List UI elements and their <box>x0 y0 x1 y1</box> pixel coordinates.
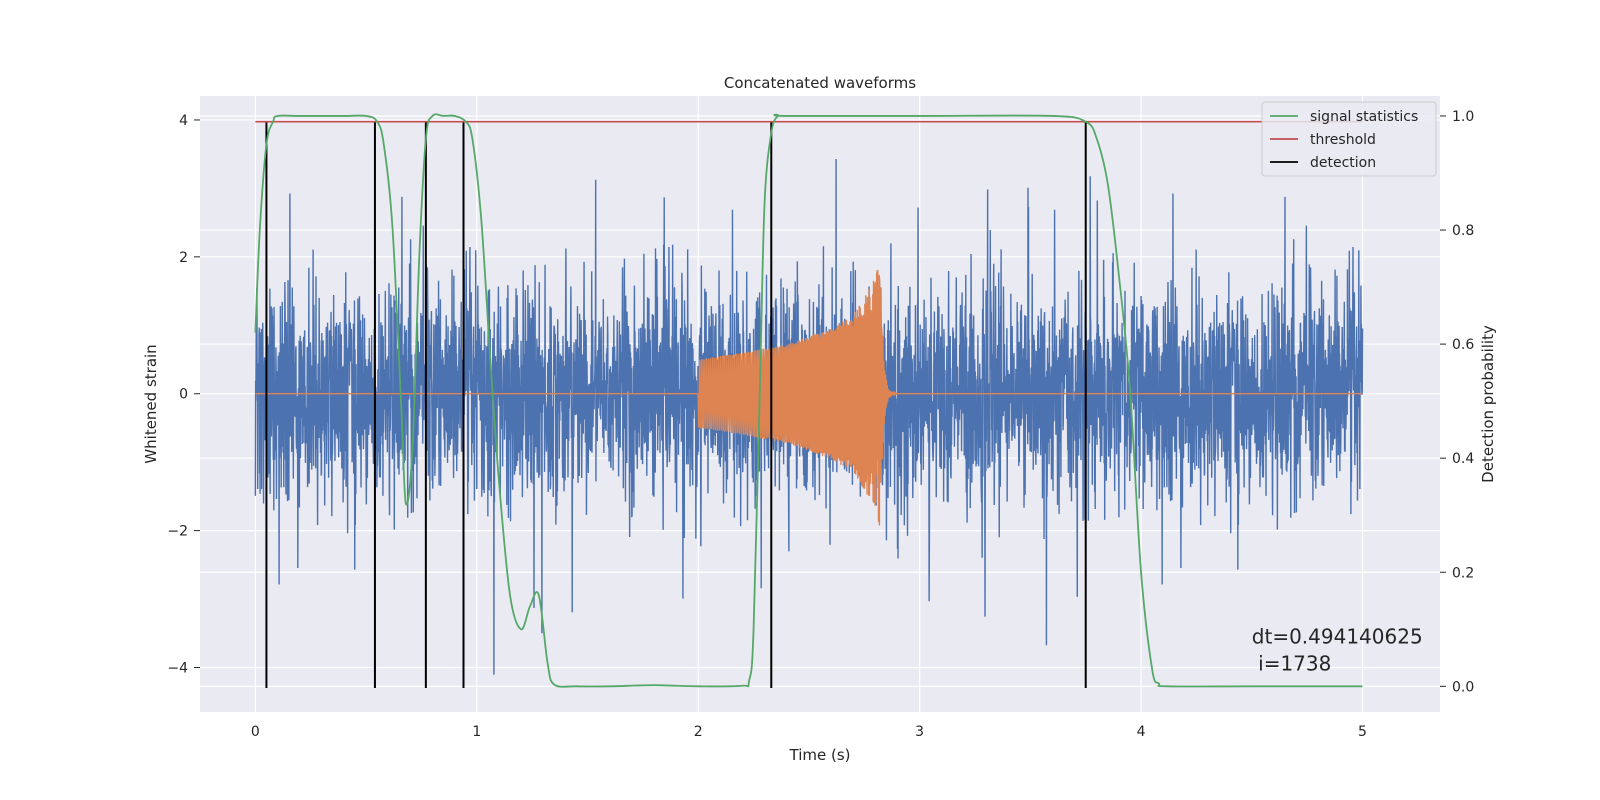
data-layer <box>254 113 1364 689</box>
x-tick-label: 2 <box>694 724 703 740</box>
x-axis-label: Time (s) <box>789 746 851 764</box>
waveform-series-line <box>255 270 1363 526</box>
y-tick-label: 4 <box>179 113 188 129</box>
y-axis-label: Whitened strain <box>142 344 160 463</box>
x-tick-label: 5 <box>1358 724 1367 740</box>
grid <box>200 96 1440 712</box>
y2-tick-label: 0.0 <box>1452 679 1474 695</box>
y2-tick-label: 0.4 <box>1452 451 1474 467</box>
y2-tick-label: 1.0 <box>1452 109 1474 125</box>
legend: signal statistics threshold detection <box>1261 101 1437 177</box>
signal-statistics-line <box>254 113 1363 688</box>
y-tick-label: 0 <box>179 387 188 403</box>
axis-ticks: 0 1 2 3 4 5 −4 −2 0 2 4 0.0 0.2 0.4 0.6 0.8 1.0 <box>167 109 1474 740</box>
y2-axis-label: Detection probability <box>1479 325 1497 483</box>
x-tick-label: 0 <box>251 724 260 740</box>
annotation-dt: dt=0.494140625 <box>1252 625 1423 649</box>
y-tick-label: −4 <box>167 661 188 677</box>
x-tick-label: 1 <box>472 724 481 740</box>
detection-lines <box>265 121 1087 689</box>
legend-box <box>1261 101 1437 177</box>
legend-label-threshold: threshold <box>1310 132 1376 148</box>
y-tick-label: −2 <box>167 524 188 540</box>
annotation-index: i=1738 <box>1252 652 1332 676</box>
x-tick-label: 3 <box>915 724 924 740</box>
chart-title: Concatenated waveforms <box>724 74 916 92</box>
y2-tick-label: 0.2 <box>1452 565 1474 581</box>
y-tick-label: 2 <box>179 250 188 266</box>
legend-label-detection: detection <box>1310 155 1376 171</box>
y2-tick-label: 0.6 <box>1452 337 1474 353</box>
legend-label-signal-statistics: signal statistics <box>1310 109 1418 125</box>
y2-tick-label: 0.8 <box>1452 223 1474 239</box>
noise-series-line <box>254 158 1364 675</box>
x-tick-label: 4 <box>1137 724 1146 740</box>
